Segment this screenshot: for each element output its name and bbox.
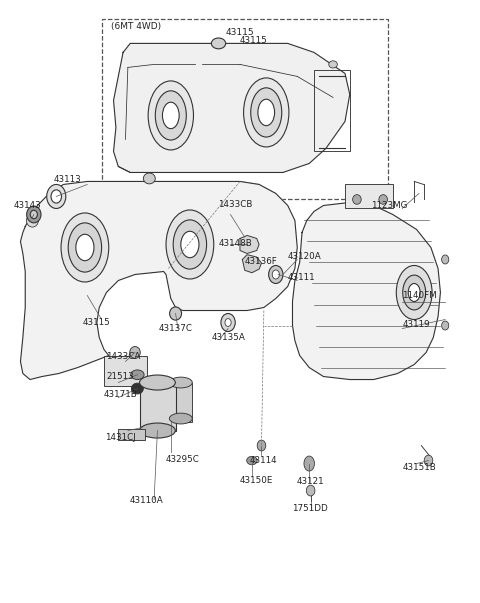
Polygon shape [292, 203, 441, 379]
Text: 1140FM: 1140FM [402, 291, 437, 300]
Text: 43148B: 43148B [218, 239, 252, 248]
Ellipse shape [26, 214, 38, 227]
Ellipse shape [353, 195, 361, 204]
Text: 43135A: 43135A [211, 333, 245, 342]
Text: 43295C: 43295C [166, 455, 200, 464]
Ellipse shape [162, 103, 179, 128]
Text: 43115: 43115 [83, 318, 110, 327]
Ellipse shape [169, 307, 181, 320]
Ellipse shape [140, 423, 175, 438]
Ellipse shape [131, 370, 144, 379]
Ellipse shape [181, 232, 199, 257]
Ellipse shape [169, 377, 192, 388]
Bar [169, 382, 192, 421]
Ellipse shape [132, 383, 144, 394]
Text: 43136F: 43136F [245, 257, 277, 267]
Ellipse shape [424, 455, 433, 466]
Polygon shape [240, 236, 259, 253]
Ellipse shape [442, 255, 449, 264]
Text: (6MT 4WD): (6MT 4WD) [111, 22, 161, 31]
Text: 21513: 21513 [107, 372, 134, 381]
Text: 43115: 43115 [226, 28, 254, 37]
Ellipse shape [61, 213, 109, 282]
Ellipse shape [408, 283, 420, 302]
Ellipse shape [140, 375, 175, 390]
Text: 43151B: 43151B [402, 463, 436, 472]
Ellipse shape [258, 99, 275, 125]
Ellipse shape [211, 38, 226, 49]
Bar [102, 19, 388, 200]
Text: 43119: 43119 [402, 320, 430, 329]
Text: 43150E: 43150E [240, 476, 274, 485]
Bar [345, 185, 393, 209]
Ellipse shape [304, 456, 314, 471]
Ellipse shape [156, 91, 186, 140]
Ellipse shape [148, 81, 193, 150]
Ellipse shape [68, 223, 102, 272]
Ellipse shape [306, 485, 315, 496]
Ellipse shape [403, 275, 426, 310]
Text: 43143: 43143 [13, 201, 41, 210]
Text: 1751DD: 1751DD [292, 504, 328, 513]
Text: 43111: 43111 [288, 273, 315, 282]
Polygon shape [114, 43, 350, 172]
Bar [140, 382, 176, 431]
Ellipse shape [269, 265, 283, 283]
Polygon shape [242, 254, 262, 273]
Text: 43113: 43113 [54, 175, 82, 184]
Ellipse shape [130, 347, 140, 359]
Text: 43114: 43114 [250, 456, 277, 465]
Ellipse shape [225, 318, 231, 326]
Ellipse shape [247, 456, 257, 465]
Ellipse shape [173, 220, 206, 269]
Ellipse shape [221, 314, 235, 332]
Text: 1433CB: 1433CB [218, 200, 253, 209]
Ellipse shape [442, 321, 449, 330]
Text: 43120A: 43120A [288, 252, 322, 261]
Ellipse shape [169, 413, 192, 424]
Bar [104, 356, 147, 385]
Bar [118, 429, 144, 440]
Text: 43115: 43115 [240, 36, 268, 45]
Text: 1123MG: 1123MG [371, 201, 408, 210]
Ellipse shape [379, 195, 387, 204]
Ellipse shape [144, 173, 156, 184]
Bar [314, 71, 350, 151]
Text: 43121: 43121 [296, 477, 324, 486]
Ellipse shape [47, 185, 66, 209]
Ellipse shape [329, 61, 337, 68]
Text: 1431CJ: 1431CJ [106, 433, 136, 442]
Polygon shape [21, 182, 297, 379]
Ellipse shape [243, 78, 289, 147]
Ellipse shape [76, 235, 94, 260]
Ellipse shape [251, 88, 282, 137]
Text: 1433CA: 1433CA [107, 352, 141, 361]
Text: 43171B: 43171B [104, 390, 138, 399]
Ellipse shape [257, 440, 266, 451]
Ellipse shape [27, 206, 41, 223]
Ellipse shape [51, 190, 61, 203]
Ellipse shape [272, 270, 279, 279]
Ellipse shape [396, 265, 432, 320]
Text: 43137C: 43137C [159, 324, 193, 333]
Text: 43110A: 43110A [129, 496, 163, 505]
Ellipse shape [30, 210, 37, 219]
Ellipse shape [166, 210, 214, 279]
